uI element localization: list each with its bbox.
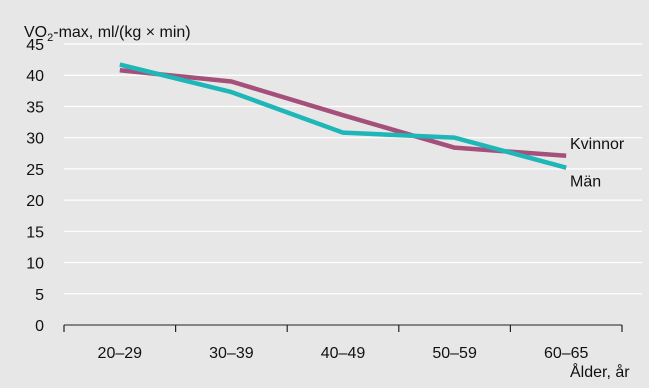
y-tick-labels: 0 5 10 15 20 25 30 35 40 45	[26, 37, 44, 335]
x-tick-label: 50–59	[432, 345, 477, 362]
y-axis-label: VO2-max, ml/(kg × min)	[24, 24, 191, 44]
y-tick-label: 15	[26, 224, 44, 241]
x-tick-label: 20–29	[98, 345, 143, 362]
y-tick-label: 25	[26, 162, 44, 179]
series-lines	[119, 62, 567, 170]
x-axis: 20–29 30–39 40–49 50–59 60–65	[63, 324, 623, 362]
gridlines	[64, 43, 642, 295]
series-label: Kvinnor	[570, 136, 625, 153]
y-tick-label: 35	[26, 99, 44, 116]
y-tick-label: 5	[35, 287, 44, 304]
y-tick-label: 30	[26, 131, 44, 148]
y-axis-label-pre: VO	[24, 24, 47, 41]
x-tick-label: 40–49	[321, 345, 366, 362]
x-tick-label: 30–39	[209, 345, 254, 362]
y-tick-label: 45	[26, 37, 44, 54]
y-tick-label: 40	[26, 68, 44, 85]
y-tick-label: 10	[26, 256, 44, 273]
y-axis-label-sub: 2	[47, 32, 53, 44]
series-labels: Kvinnor Män	[570, 136, 625, 191]
y-tick-label: 20	[26, 193, 44, 210]
y-axis-label-post: -max, ml/(kg × min)	[53, 24, 190, 41]
y-tick-label: 0	[35, 318, 44, 335]
x-tick-label: 60–65	[544, 345, 589, 362]
series-label: Män	[570, 174, 601, 191]
x-axis-label: Ålder, år	[570, 362, 630, 381]
